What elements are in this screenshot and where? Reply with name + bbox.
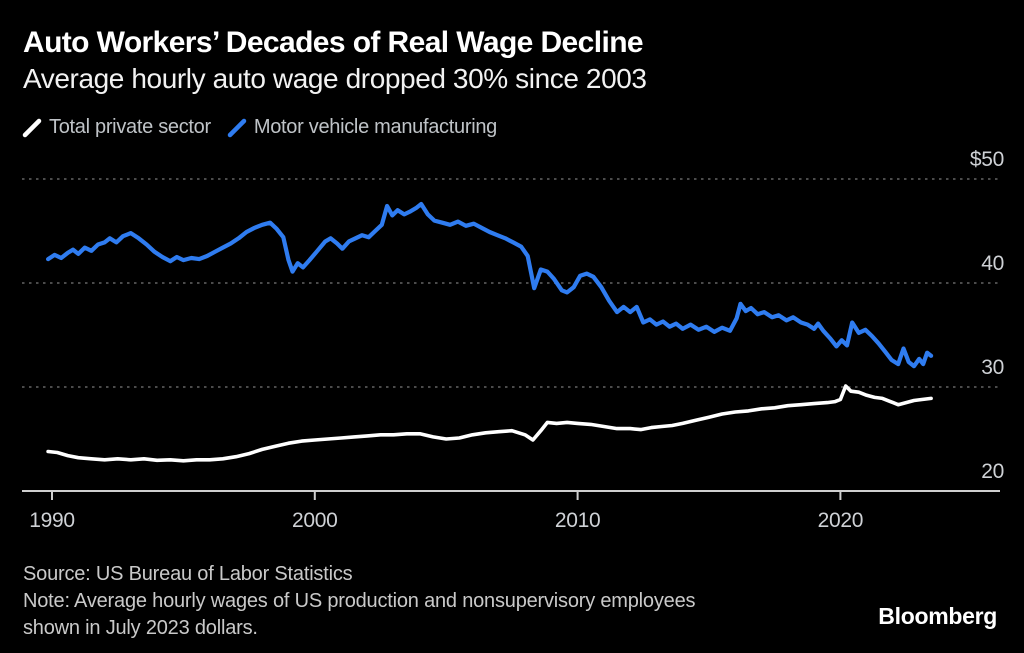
legend-item-motor-vehicle-manufacturing: Motor vehicle manufacturing [227, 116, 497, 139]
legend-label: Motor vehicle manufacturing [253, 116, 497, 138]
y-axis-label: $50 [970, 148, 1004, 171]
legend-item-total-private-sector: Total private sector [22, 116, 211, 139]
chart-title: Auto Workers’ Decades of Real Wage Decli… [23, 26, 644, 59]
x-axis-label: 2010 [555, 509, 601, 532]
y-axis-label: 30 [981, 356, 1004, 379]
y-axis-label: 40 [981, 252, 1004, 275]
line-swatch-white-icon [22, 118, 42, 137]
legend-label: Total private sector [49, 116, 211, 138]
note-line-2: shown in July 2023 dollars. [23, 617, 258, 639]
source-note: Source: US Bureau of Labor Statistics No… [23, 561, 696, 642]
x-axis-label: 2000 [292, 509, 338, 532]
bloomberg-logo: Bloomberg [878, 603, 997, 629]
x-axis-label: 2020 [818, 509, 864, 532]
x-axis-label: 1990 [29, 509, 75, 532]
line-swatch-blue-icon [227, 118, 247, 137]
source-line: Source: US Bureau of Labor Statistics [23, 563, 353, 585]
series-line-total-private [46, 384, 933, 463]
note-line-1: Note: Average hourly wages of US product… [23, 590, 696, 612]
legend: Total private sector Motor vehicle manuf… [22, 116, 497, 139]
chart-subtitle: Average hourly auto wage dropped 30% sin… [23, 63, 647, 94]
y-axis-label: 20 [981, 460, 1004, 483]
series-line-motor-vehicle [45, 201, 934, 369]
